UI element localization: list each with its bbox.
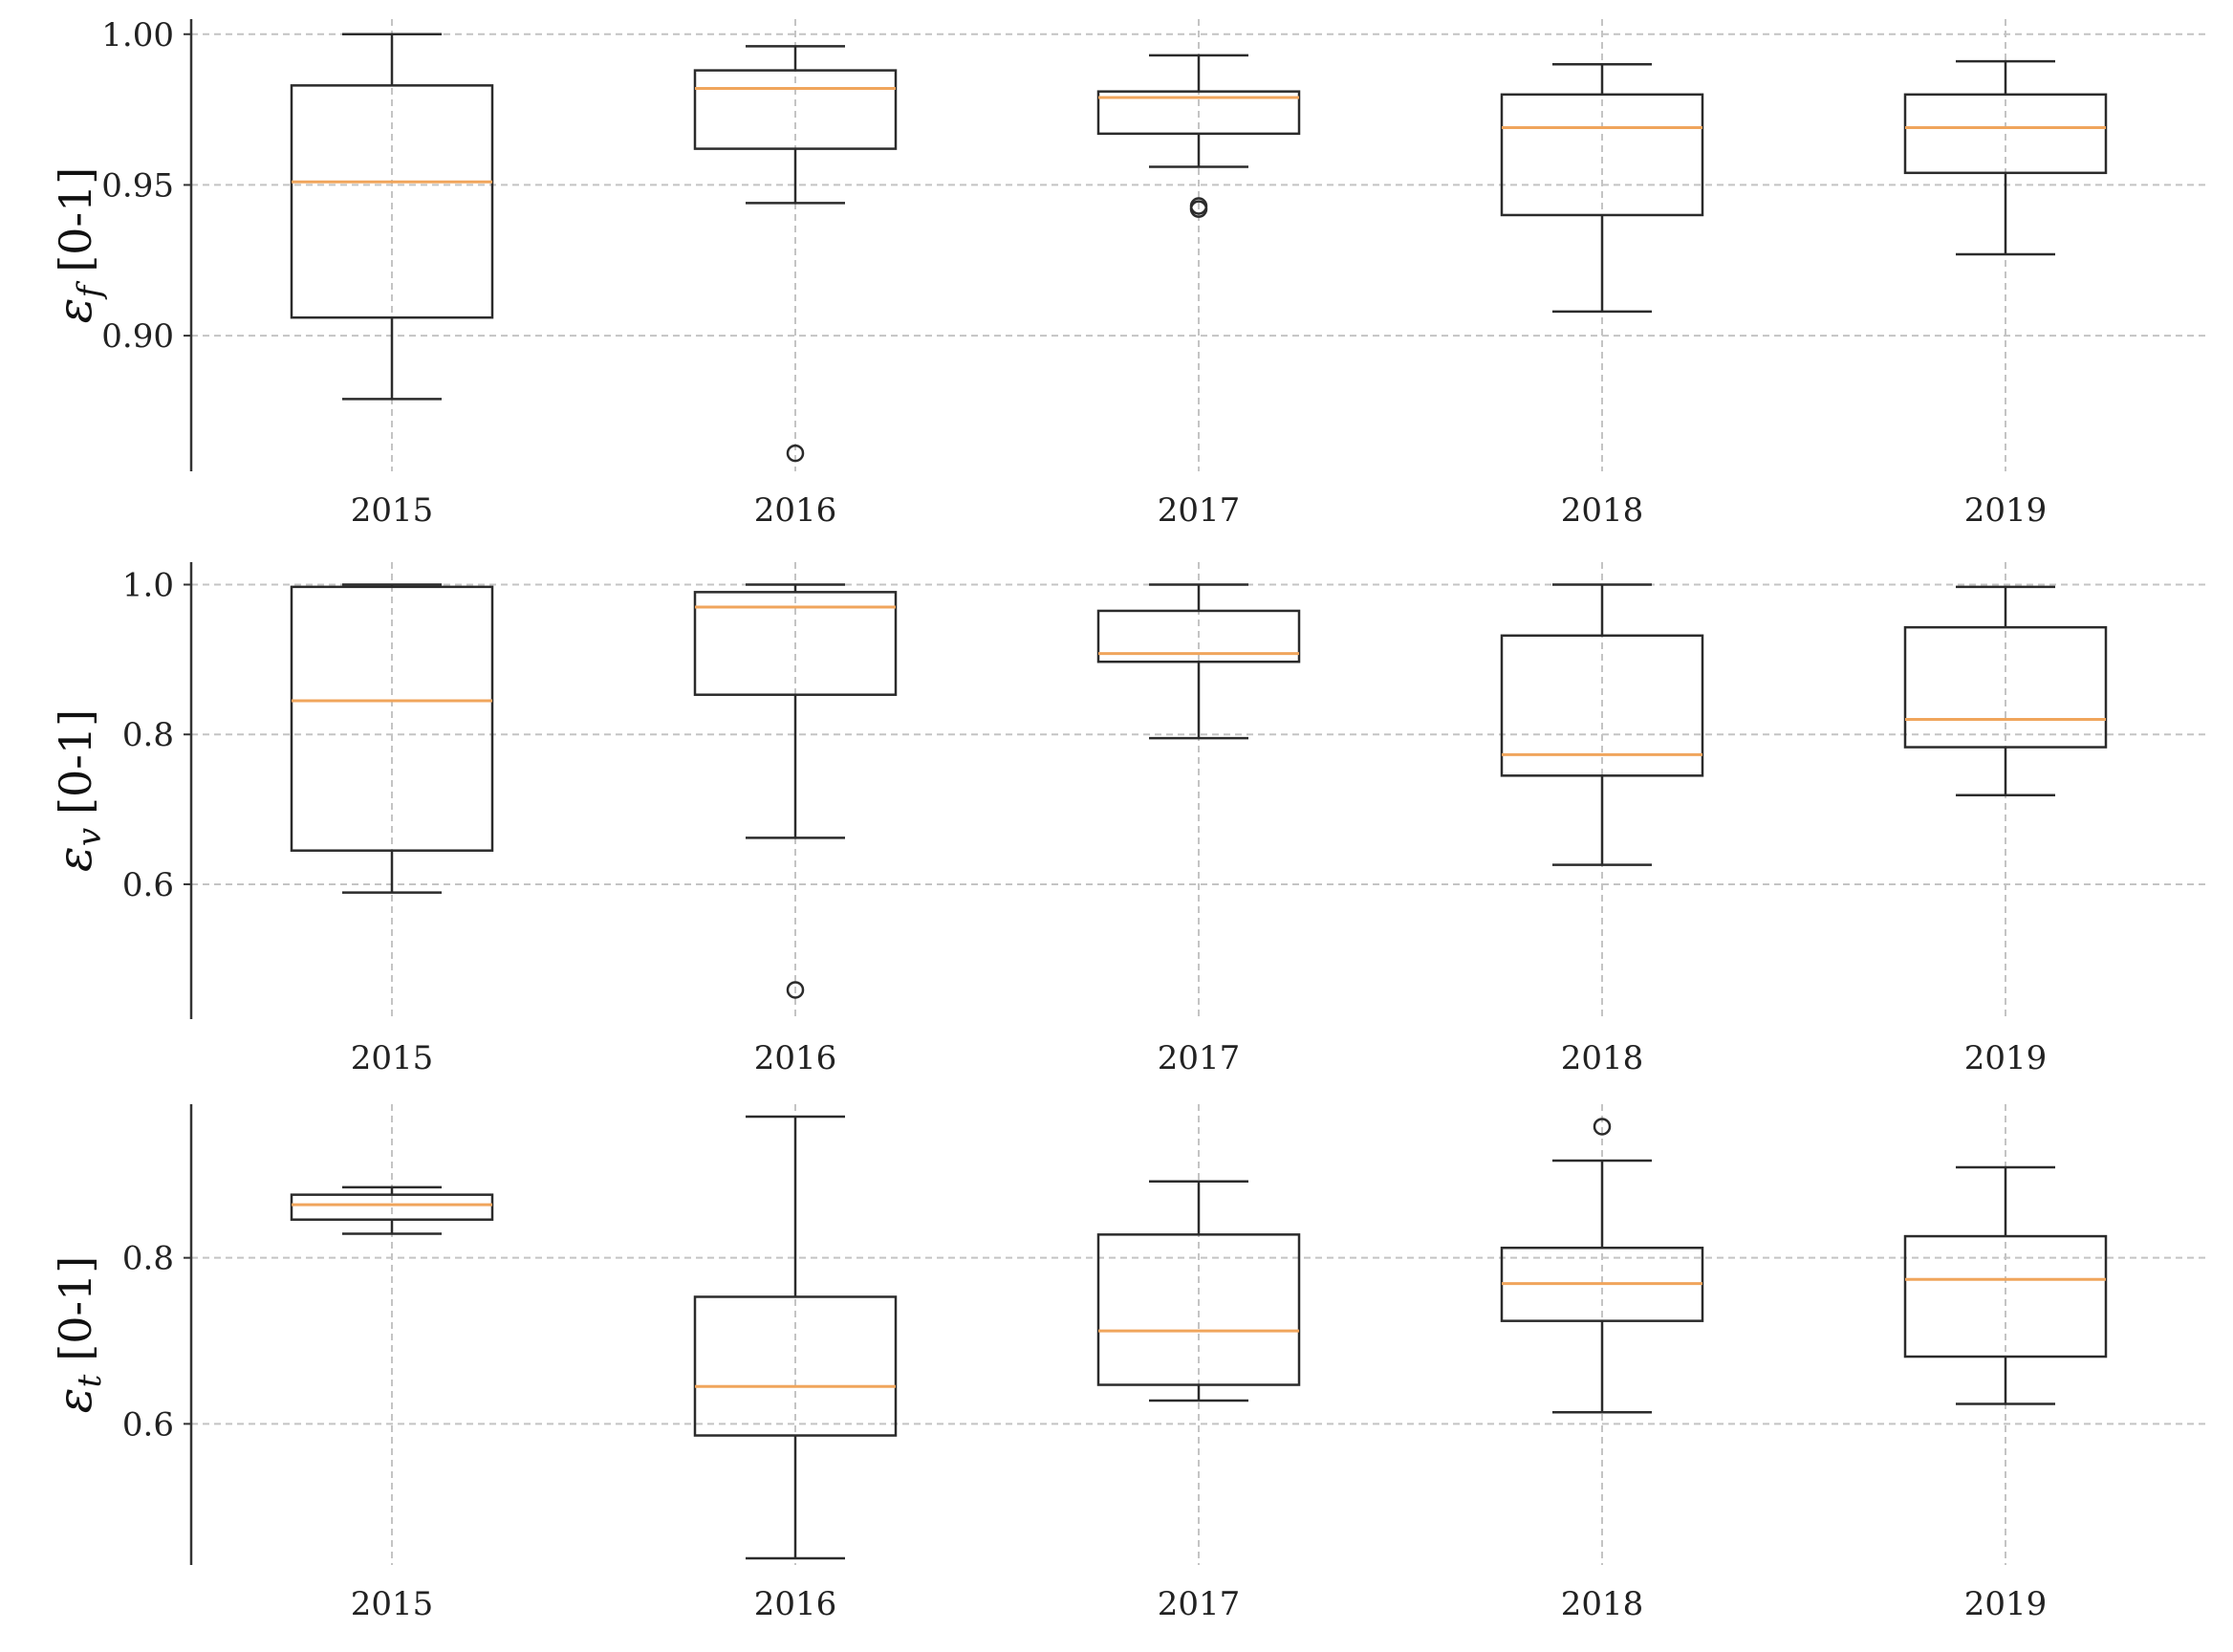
iqr-box [693,1295,898,1437]
y-label-subscript: f [71,280,109,300]
y-axis-label: εf [0-1] [47,167,109,323]
box-2017 [1096,54,1301,218]
outlier-point [786,444,805,463]
iqr-box [290,1193,494,1221]
x-tick-label: 2016 [754,491,837,530]
iqr-box [1500,634,1704,777]
x-tick-label: 2017 [1158,491,1241,530]
x-tick-label: 2018 [1561,491,1644,530]
y-label-subscript: v [71,828,109,846]
y-tick-label: 0.90 [101,317,174,356]
box-2018 [1500,583,1704,866]
y-axis-label: εv [0-1] [47,709,109,872]
x-tick-label: 2019 [1964,1585,2048,1623]
box-2017 [1096,583,1301,740]
box-2017 [1096,1180,1301,1402]
y-tick-label: 1.00 [101,16,174,54]
box-2018 [1500,1118,1704,1414]
x-tick-label: 2016 [754,1039,837,1077]
x-tick-label: 2019 [1964,491,2048,530]
x-tick-label: 2018 [1561,1039,1644,1077]
x-tick-label: 2015 [351,1039,434,1077]
iqr-box [1096,90,1301,136]
x-tick-label: 2017 [1158,1585,1241,1623]
y-label-subscript: t [71,1374,109,1387]
iqr-box [1903,1234,2108,1359]
x-tick-label: 2018 [1561,1585,1644,1623]
box-2016 [693,45,898,463]
outlier-point [1593,1118,1612,1136]
box-2015 [290,583,494,894]
box-2018 [1500,63,1704,314]
panel-2: 0.6 0.8 1.0 2015 2016 2017 2018 2019 εv [0-1] [47,562,2208,1077]
iqr-box [290,585,494,852]
box-2015 [290,33,494,401]
panel-1: 0.90 0.95 1.00 2015 2016 2017 2018 2019 εf [0-1] [47,16,2208,530]
x-tick-label: 2017 [1158,1039,1241,1077]
y-label-symbol: ε [47,846,102,872]
y-tick-label: 0.95 [101,166,174,205]
y-label-symbol: ε [47,1387,102,1413]
box-2016 [693,583,898,999]
y-label-symbol: ε [47,297,102,323]
box-2015 [290,1185,494,1235]
iqr-box [290,84,494,319]
y-tick-label: 0.8 [122,716,174,754]
iqr-box [693,69,898,150]
x-tick-label: 2019 [1964,1039,2048,1077]
box-2016 [693,1115,898,1560]
y-label-unit: [0-1] [50,1256,101,1361]
y-tick-label: 0.6 [122,1405,174,1444]
x-tick-label: 2015 [351,491,434,530]
outlier-point [786,981,805,999]
box-2019 [1903,59,2108,256]
outlier-point [1189,200,1208,218]
iqr-box [693,591,898,696]
y-label-unit: [0-1] [50,167,101,272]
y-tick-label: 0.8 [122,1240,174,1278]
iqr-box [1096,1233,1301,1386]
y-label-unit: [0-1] [50,709,101,815]
x-tick-label: 2015 [351,1585,434,1623]
panel-3: 0.6 0.8 2015 2016 2017 2018 2019 εt [0-1] [47,1104,2208,1623]
iqr-box [1903,625,2108,749]
x-tick-label: 2016 [754,1585,837,1623]
y-tick-label: 1.0 [122,567,174,605]
box-2019 [1903,585,2108,796]
iqr-box [1903,93,2108,175]
iqr-box [1500,93,1704,217]
iqr-box [1096,609,1301,663]
y-tick-label: 0.6 [122,866,174,904]
box-2019 [1903,1165,2108,1405]
y-axis-label: εt [0-1] [47,1256,109,1413]
